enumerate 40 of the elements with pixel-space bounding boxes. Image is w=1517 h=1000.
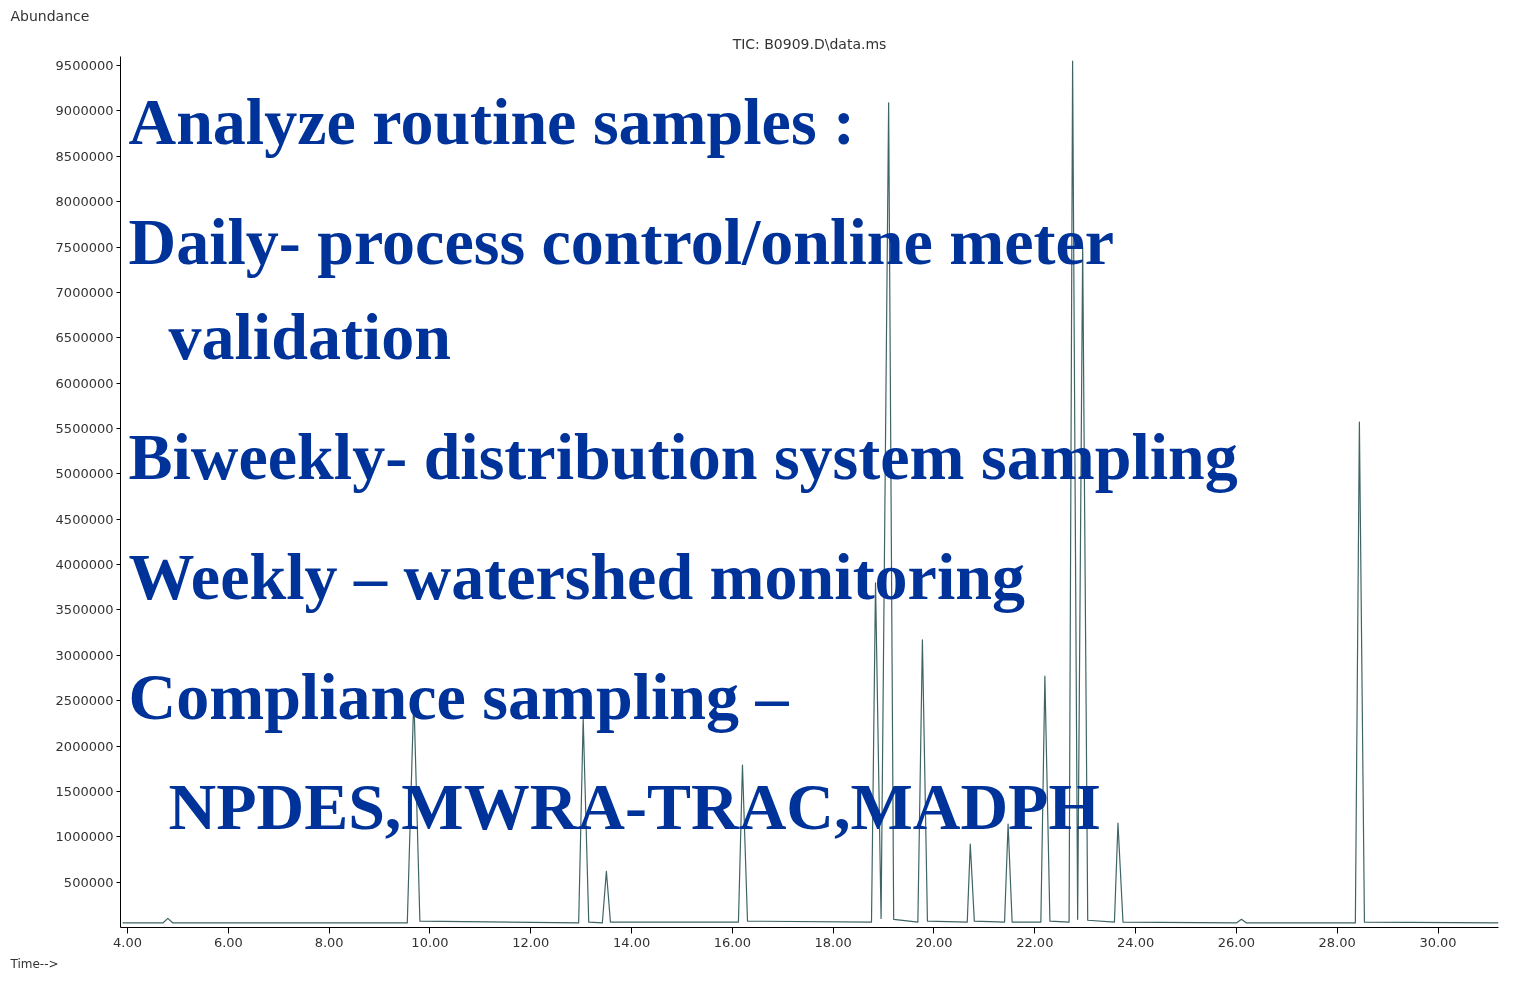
x-axis-title: Time-->: [9, 956, 59, 971]
y-tick-label: 7500000: [55, 239, 114, 255]
x-tick-label: 18.00: [814, 934, 852, 950]
chart-title: TIC: B0909.D\data.ms: [731, 35, 887, 52]
annotation: Compliance sampling –: [128, 659, 790, 733]
y-tick-label: 5000000: [55, 466, 114, 482]
y-tick-label: 1000000: [55, 829, 114, 845]
x-tick-label: 16.00: [713, 934, 751, 950]
x-tick-label: 20.00: [915, 934, 953, 950]
y-tick-label: 8000000: [55, 194, 114, 210]
y-tick-label: 500000: [63, 874, 114, 890]
y-tick-label: 2500000: [55, 693, 114, 709]
x-tick-label: 24.00: [1116, 934, 1155, 950]
line-series: [121, 60, 1499, 924]
y-tick-label: 8500000: [55, 148, 114, 164]
y-tick-label: 4000000: [55, 557, 114, 573]
x-tick-label: 26.00: [1217, 934, 1256, 950]
x-tick-label: 30.00: [1419, 934, 1457, 950]
y-tick-label: 9000000: [55, 103, 114, 119]
x-tick-label: 28.00: [1318, 934, 1356, 950]
annotation: Analyze routine samples :: [128, 84, 856, 158]
x-tick-label: 6.00: [213, 934, 243, 950]
y-tick-label: 7000000: [55, 284, 114, 300]
x-tick-label: 22.00: [1016, 934, 1054, 950]
y-tick-label: 1500000: [55, 783, 114, 799]
y-tick-label: 2000000: [55, 738, 114, 754]
x-tick-label: 8.00: [314, 934, 344, 950]
y-tick-label: 4500000: [55, 511, 114, 527]
x-tick-label: 4.00: [113, 934, 143, 950]
y-axis-title: Abundance: [10, 7, 90, 24]
y-tick-label: 6500000: [55, 330, 114, 346]
annotation: validation: [168, 299, 451, 373]
y-tick-label: 3500000: [55, 602, 114, 618]
x-tick-label: 10.00: [411, 934, 449, 950]
y-tick-label: 3000000: [55, 647, 114, 663]
y-tick-label: 9500000: [55, 58, 114, 74]
y-tick-label: 6000000: [55, 375, 114, 391]
y-tick-label: 5500000: [55, 420, 114, 436]
x-tick-label: 14.00: [612, 934, 651, 950]
x-tick-label: 12.00: [512, 934, 550, 950]
